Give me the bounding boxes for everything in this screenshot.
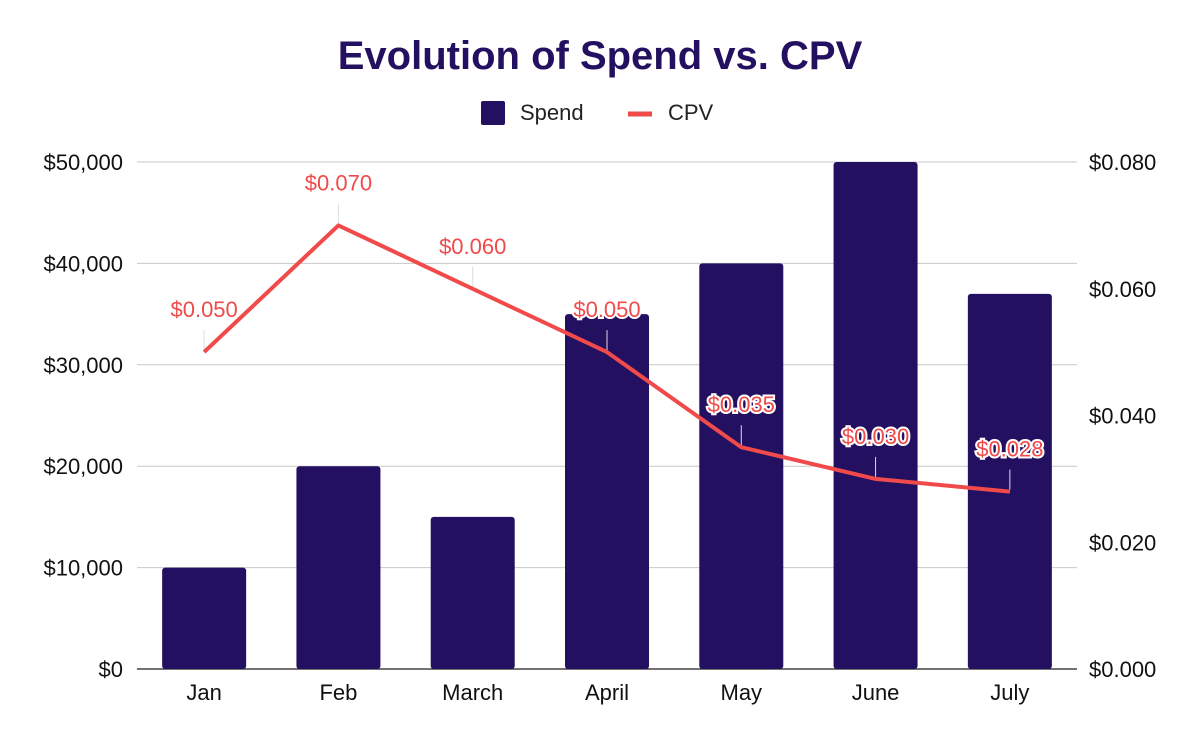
category-label: Feb: [319, 680, 357, 705]
left-tick-label: $50,000: [43, 150, 123, 175]
left-tick-label: $30,000: [43, 353, 123, 378]
category-label: July: [990, 680, 1029, 705]
right-tick-label: $0.060: [1089, 277, 1156, 302]
spend-bars: [162, 162, 1052, 669]
right-tick-label: $0.040: [1089, 404, 1156, 429]
category-label: April: [585, 680, 629, 705]
left-axis-ticks: $0 $10,000 $20,000 $30,000 $40,000 $50,000: [43, 150, 123, 682]
cpv-data-label: $0.050: [170, 297, 237, 322]
right-axis-ticks: $0.000 $0.020 $0.040 $0.060 $0.080: [1089, 150, 1156, 682]
legend-label-spend: Spend: [520, 100, 584, 125]
category-label: June: [852, 680, 900, 705]
category-label: May: [721, 680, 763, 705]
cpv-data-label: $0.060: [439, 234, 506, 259]
left-tick-label: $0: [99, 657, 123, 682]
spend-bar: [430, 516, 515, 669]
spend-bar: [162, 567, 247, 669]
spend-bar: [833, 162, 918, 669]
spend-bar: [565, 314, 649, 669]
cpv-data-label: $0.070: [305, 170, 372, 195]
right-tick-label: $0.080: [1089, 150, 1156, 175]
category-labels: Jan Feb March April May June July: [186, 680, 1029, 705]
left-tick-label: $10,000: [43, 556, 123, 581]
cpv-label-leaders: [203, 203, 1011, 490]
legend: Spend CPV: [481, 100, 714, 125]
left-tick-label: $40,000: [43, 251, 123, 276]
left-tick-label: $20,000: [43, 454, 123, 479]
right-tick-label: $0.000: [1089, 657, 1156, 682]
legend-label-cpv: CPV: [668, 100, 714, 125]
cpv-data-label: $0.030: [842, 424, 909, 449]
chart-title: Evolution of Spend vs. CPV: [338, 34, 863, 78]
right-tick-label: $0.020: [1089, 530, 1156, 555]
spend-bar: [699, 263, 784, 669]
cpv-data-label: $0.028: [976, 437, 1043, 462]
cpv-data-label: $0.035: [708, 392, 775, 417]
cpv-data-label: $0.050: [573, 297, 640, 322]
cpv-data-labels: $0.050 $0.070 $0.060 $0.050 $0.035 $0.030 $0.0…: [170, 170, 1045, 463]
category-label: March: [442, 680, 503, 705]
cpv-line: [202, 223, 1011, 494]
spend-bar: [296, 466, 381, 669]
category-label: Jan: [186, 680, 221, 705]
legend-swatch-spend: [481, 101, 505, 125]
